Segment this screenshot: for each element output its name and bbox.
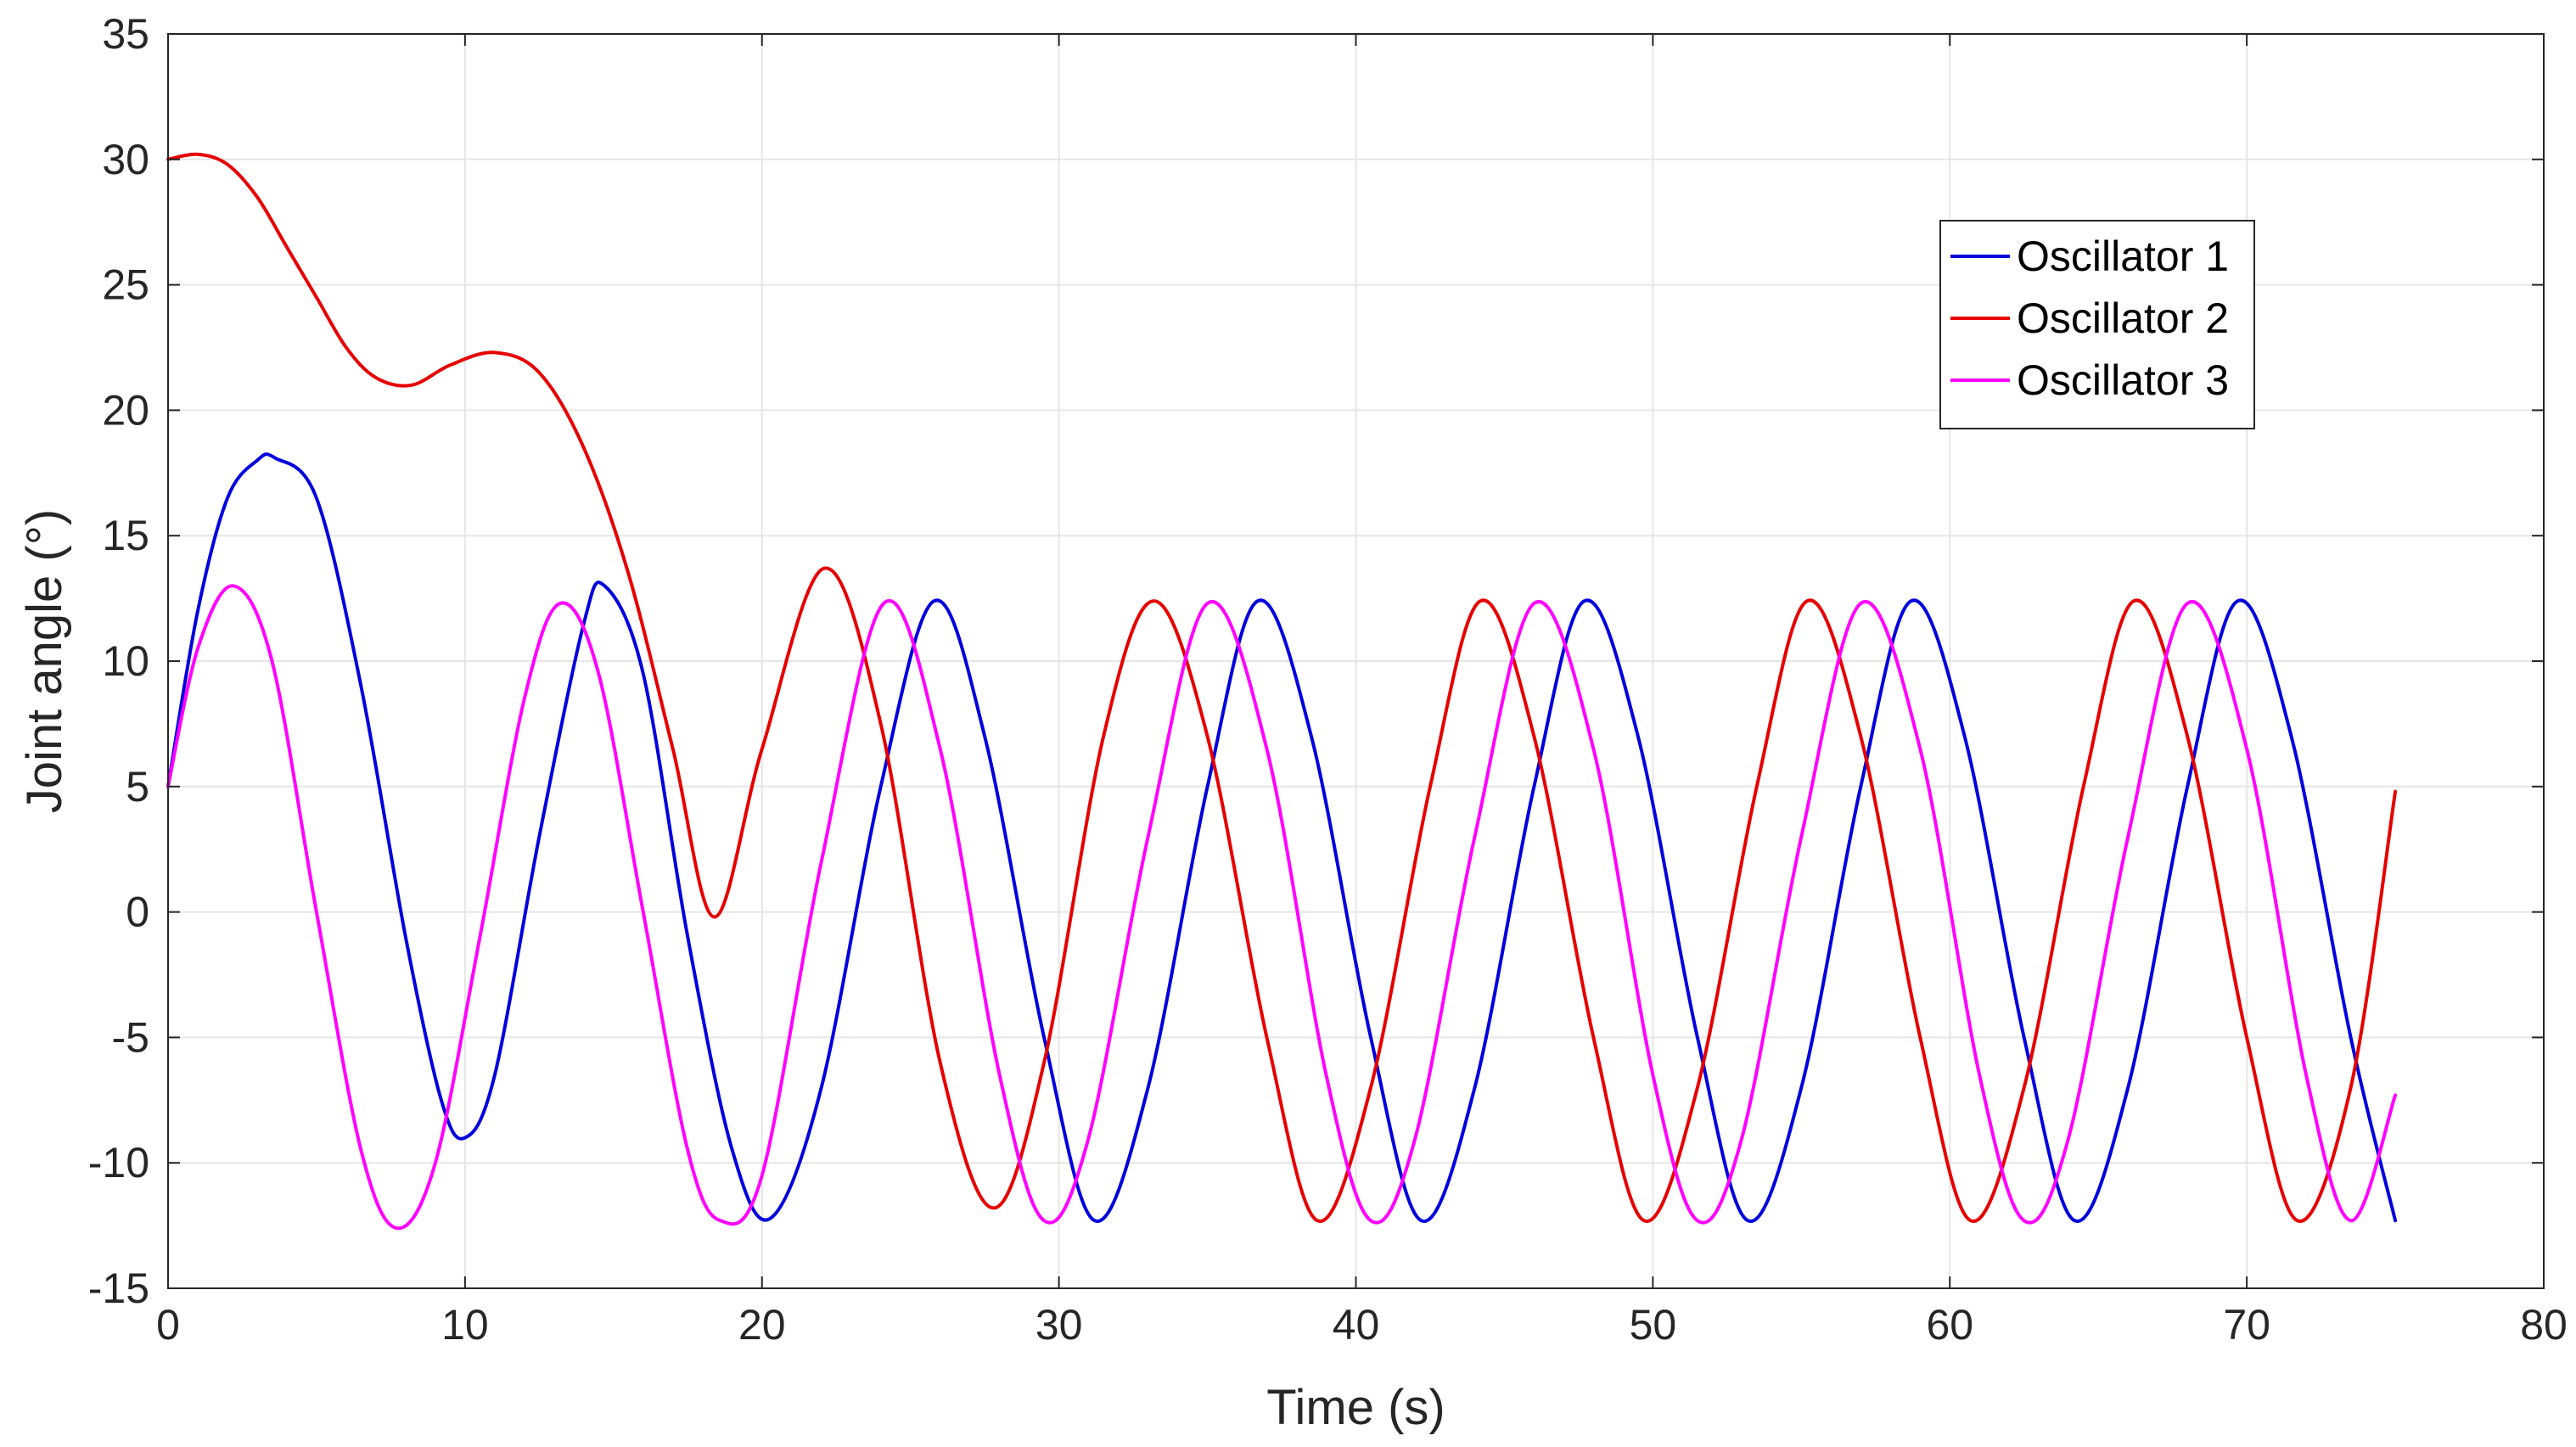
y-tick-label: 35: [102, 10, 149, 58]
y-tick-label: 30: [102, 136, 149, 183]
y-tick-label: -5: [112, 1013, 149, 1061]
y-tick-label: 20: [102, 386, 149, 434]
series-line-oscillator-2: [166, 152, 2398, 1223]
x-tick-label: 20: [738, 1301, 786, 1349]
y-tick-label: -15: [88, 1265, 149, 1312]
y-tick-label: 15: [102, 512, 149, 559]
legend-label-oscillator-2: Oscillator 2: [2017, 294, 2229, 342]
y-tick-label: 0: [126, 889, 149, 936]
x-tick-label: 10: [441, 1301, 489, 1349]
legend: Oscillator 1 Oscillator 2 Oscillator 3: [1939, 220, 2255, 429]
x-tick-label: 30: [1035, 1301, 1083, 1349]
x-axis-label: Time (s): [1266, 1380, 1445, 1435]
legend-label-oscillator-1: Oscillator 1: [2017, 233, 2229, 280]
series-line-oscillator-1: [166, 452, 2398, 1223]
ticks: 0 10 20 30 40 50 60 70 80 -15 -10 -5 0 5 10 15 20 25 30 35: [88, 10, 2568, 1349]
x-tick-label: 0: [156, 1301, 180, 1349]
x-tick-label: 40: [1333, 1301, 1380, 1349]
y-tick-label: 25: [102, 261, 149, 309]
x-tick-label: 70: [2223, 1301, 2270, 1349]
legend-label-oscillator-3: Oscillator 3: [2017, 356, 2229, 404]
y-tick-label: -10: [88, 1139, 149, 1186]
y-tick-label: 10: [102, 637, 149, 685]
x-tick-label: 50: [1630, 1301, 1677, 1349]
grid: [167, 33, 2545, 1289]
series-line-oscillator-3: [166, 584, 2398, 1231]
x-tick-label: 80: [2520, 1301, 2568, 1349]
y-tick-label: 5: [126, 763, 149, 810]
y-axis-label: Joint angle (°): [17, 509, 72, 813]
plot-area: [166, 152, 2398, 1231]
x-tick-label: 60: [1926, 1301, 1973, 1349]
